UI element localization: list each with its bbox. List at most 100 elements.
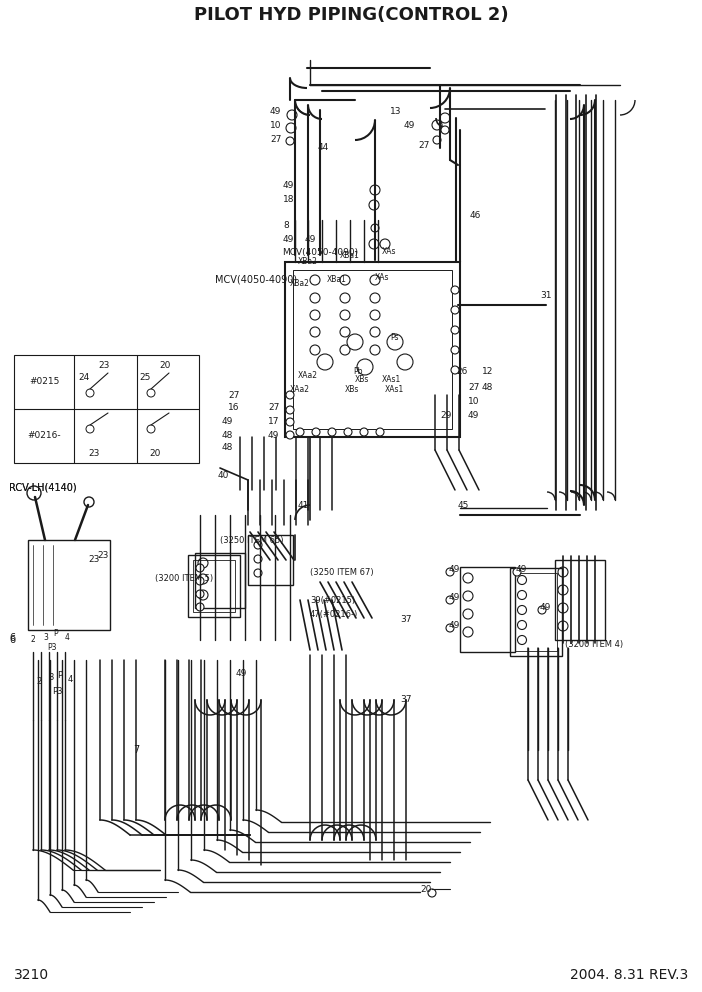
- Bar: [293, 270, 452, 429]
- Text: 29: 29: [440, 412, 451, 421]
- Text: 10: 10: [270, 121, 282, 131]
- Circle shape: [380, 239, 390, 249]
- Text: 41: 41: [298, 501, 310, 510]
- Circle shape: [310, 310, 320, 320]
- Text: Pb: Pb: [353, 367, 362, 377]
- Circle shape: [198, 558, 208, 568]
- Text: 26: 26: [456, 367, 468, 377]
- Text: 46: 46: [470, 210, 482, 219]
- Text: P3: P3: [52, 687, 62, 696]
- Text: 23: 23: [88, 448, 100, 457]
- Text: 49: 49: [516, 565, 527, 574]
- Text: RCV-LH(4140): RCV-LH(4140): [9, 482, 77, 492]
- Circle shape: [376, 428, 384, 436]
- Circle shape: [451, 366, 459, 374]
- Text: P: P: [53, 630, 58, 639]
- Circle shape: [451, 346, 459, 354]
- Text: 3210: 3210: [14, 968, 49, 982]
- Circle shape: [147, 425, 155, 433]
- Text: XAs1: XAs1: [382, 376, 402, 385]
- Text: 48: 48: [482, 384, 494, 393]
- Text: 49: 49: [540, 603, 551, 612]
- Text: 25: 25: [139, 373, 151, 382]
- Circle shape: [387, 334, 403, 350]
- Text: 20: 20: [159, 360, 171, 369]
- Circle shape: [312, 428, 320, 436]
- Circle shape: [286, 123, 296, 133]
- Circle shape: [317, 354, 333, 370]
- Circle shape: [558, 621, 568, 631]
- Circle shape: [196, 564, 204, 572]
- Circle shape: [451, 286, 459, 294]
- Text: 23: 23: [98, 360, 110, 369]
- Circle shape: [370, 327, 380, 337]
- Circle shape: [254, 569, 262, 577]
- Circle shape: [397, 354, 413, 370]
- Text: 39(#0215): 39(#0215): [310, 595, 355, 604]
- Text: 49: 49: [283, 182, 294, 190]
- Circle shape: [86, 425, 94, 433]
- Circle shape: [370, 310, 380, 320]
- Text: XAs1: XAs1: [385, 386, 404, 395]
- Text: P3: P3: [47, 644, 57, 653]
- Circle shape: [287, 110, 297, 120]
- Circle shape: [27, 486, 41, 500]
- Circle shape: [340, 275, 350, 285]
- Circle shape: [369, 239, 379, 249]
- Bar: [14, 355, 199, 463]
- Circle shape: [446, 568, 454, 576]
- Circle shape: [432, 120, 442, 130]
- Bar: [555, 560, 605, 640]
- Circle shape: [196, 577, 204, 585]
- Circle shape: [340, 310, 350, 320]
- Circle shape: [296, 428, 304, 436]
- Bar: [195, 553, 245, 608]
- Text: 27: 27: [270, 136, 282, 145]
- Text: 6: 6: [9, 635, 15, 645]
- Circle shape: [428, 889, 436, 897]
- Circle shape: [286, 418, 294, 426]
- Text: Ps: Ps: [390, 332, 399, 341]
- Text: 40: 40: [218, 470, 230, 479]
- Text: 48: 48: [222, 431, 233, 439]
- Circle shape: [370, 185, 380, 195]
- Bar: [193, 560, 235, 612]
- Text: 3: 3: [48, 674, 53, 682]
- Text: 49: 49: [305, 234, 317, 243]
- Text: 49: 49: [222, 418, 233, 427]
- Bar: [188, 555, 240, 617]
- Circle shape: [254, 555, 262, 563]
- Text: XAs: XAs: [382, 247, 397, 257]
- Text: 6: 6: [9, 633, 15, 643]
- Text: 3: 3: [44, 633, 48, 642]
- Text: 4: 4: [67, 676, 72, 684]
- Circle shape: [370, 345, 380, 355]
- Circle shape: [371, 224, 379, 232]
- Circle shape: [463, 591, 473, 601]
- Circle shape: [254, 541, 262, 549]
- Text: 49: 49: [468, 412, 479, 421]
- Text: XBs: XBs: [355, 376, 369, 385]
- Text: MCV(4050-4090): MCV(4050-4090): [215, 275, 297, 285]
- Circle shape: [558, 603, 568, 613]
- Circle shape: [286, 406, 294, 414]
- Text: XBa2: XBa2: [290, 280, 310, 289]
- Text: 10: 10: [468, 398, 479, 407]
- Text: XBa1: XBa1: [340, 251, 360, 260]
- Text: 37: 37: [400, 615, 411, 625]
- Text: 45: 45: [458, 501, 470, 510]
- Text: 2: 2: [31, 636, 35, 645]
- Text: 49: 49: [270, 107, 282, 116]
- Text: 23: 23: [97, 551, 108, 559]
- Text: (3250 ITEM 67): (3250 ITEM 67): [310, 567, 373, 576]
- Text: 48: 48: [222, 443, 233, 452]
- Text: 17: 17: [268, 418, 279, 427]
- Text: 2004. 8.31 REV.3: 2004. 8.31 REV.3: [570, 968, 688, 982]
- Circle shape: [451, 326, 459, 334]
- Bar: [460, 567, 515, 652]
- Text: (3200 ITEM 4): (3200 ITEM 4): [565, 641, 623, 650]
- Text: MCV(4050-4090): MCV(4050-4090): [282, 247, 358, 257]
- Circle shape: [198, 590, 208, 600]
- Circle shape: [517, 636, 526, 645]
- Bar: [285, 262, 460, 437]
